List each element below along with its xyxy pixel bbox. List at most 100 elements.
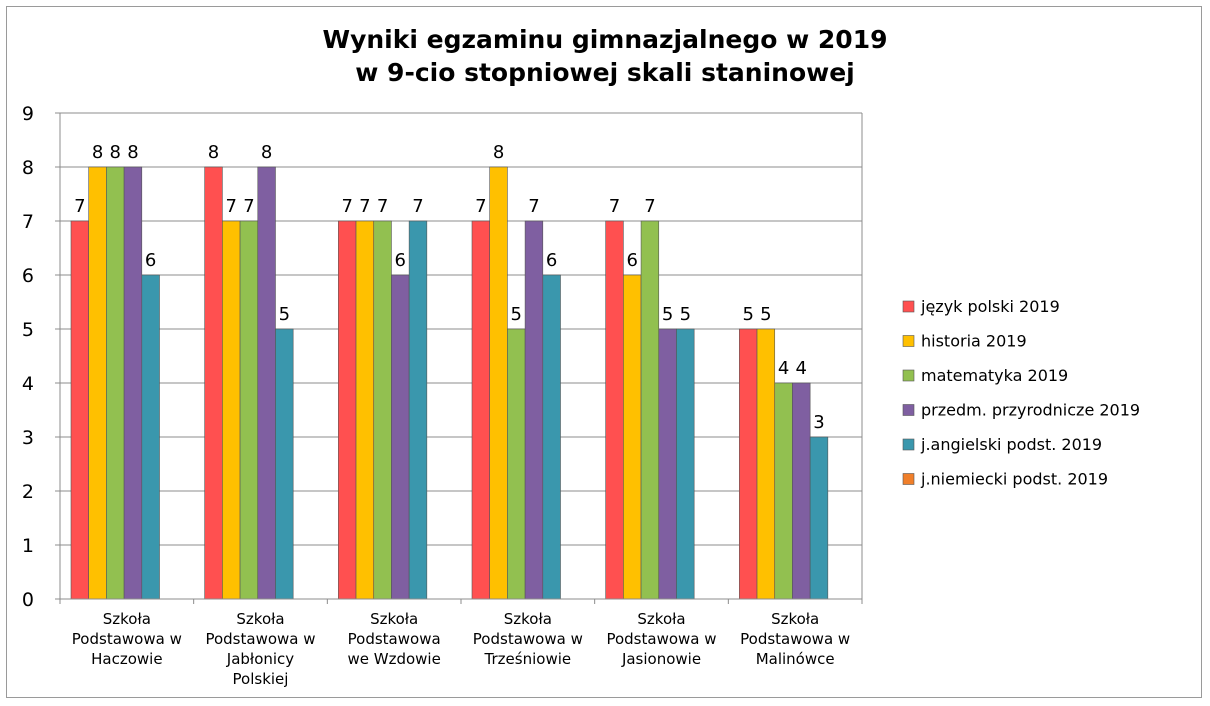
bar — [123, 166, 143, 600]
data-label: 6 — [145, 250, 156, 271]
data-label: 7 — [528, 196, 539, 217]
data-label: 8 — [261, 142, 272, 163]
data-label: 8 — [92, 142, 103, 163]
data-label: 7 — [644, 196, 655, 217]
x-tick-label: Szkoła — [504, 610, 552, 628]
data-label: 5 — [680, 304, 691, 325]
bar — [542, 274, 561, 600]
legend-entry: j.niemiecki podst. 2019 — [902, 470, 1108, 489]
data-label: 7 — [225, 196, 236, 217]
data-label: 4 — [778, 358, 789, 379]
bar — [489, 166, 508, 600]
bar — [391, 274, 410, 600]
data-label: 8 — [493, 142, 504, 163]
bar — [239, 220, 259, 600]
data-label: 5 — [662, 304, 673, 325]
x-tick-label: Trześniowie — [484, 650, 572, 668]
data-label: 5 — [760, 304, 771, 325]
bar — [106, 166, 125, 600]
x-axis: Szkoła Podstawowa w Haczowie Szkoła Podstawo… — [59, 598, 863, 688]
legend-label: j.angielski podst. 2019 — [920, 435, 1102, 454]
legend-entry: przedm. przyrodnicze 2019 — [902, 401, 1140, 420]
x-tick-label: Podstawowa w — [473, 630, 583, 648]
chart-title-line-2: w 9-cio stopniowej skali staninowej — [355, 58, 855, 87]
x-tick-label: Haczowie — [91, 650, 162, 668]
legend-swatch — [902, 369, 915, 382]
bar — [222, 220, 241, 600]
bar — [676, 328, 695, 600]
y-tick-label: 6 — [22, 265, 34, 287]
bar — [507, 328, 526, 600]
legend-entry: j.angielski podst. 2019 — [902, 435, 1102, 454]
y-tick-label: 1 — [22, 535, 34, 557]
x-tick-label: Malinówce — [756, 650, 835, 668]
x-tick-label: Szkoła — [103, 610, 151, 628]
bar — [605, 220, 624, 600]
bar — [141, 274, 160, 600]
chart-title: Wyniki egzaminu gimnazjalnego w 2019 w 9… — [323, 25, 888, 87]
y-axis: 0 1 2 3 4 5 6 7 8 9 — [22, 103, 863, 611]
data-label: 3 — [813, 412, 824, 433]
bar — [739, 328, 758, 600]
bar — [756, 328, 776, 600]
bar — [355, 220, 375, 600]
data-label: 5 — [742, 304, 753, 325]
x-tick-label: we Wzdowie — [347, 650, 440, 668]
bars — [70, 166, 829, 600]
y-tick-label: 7 — [22, 211, 34, 233]
legend: język polski 2019 historia 2019 matematyka… — [902, 297, 1140, 489]
bar — [88, 166, 107, 600]
legend-swatch — [902, 335, 915, 347]
x-tick-label: Szkoła — [370, 610, 418, 628]
bar — [70, 220, 90, 600]
data-label: 7 — [243, 196, 254, 217]
bar — [524, 220, 544, 600]
x-tick-label: Szkoła — [236, 610, 284, 628]
legend-swatch — [902, 404, 915, 416]
bar — [640, 220, 660, 600]
x-tick-label: Jasionowie — [621, 650, 701, 668]
data-label: 8 — [110, 142, 121, 163]
legend-entry: matematyka 2019 — [902, 366, 1068, 385]
y-tick-label: 2 — [22, 481, 34, 503]
data-label: 6 — [546, 250, 557, 271]
legend-swatch — [902, 438, 915, 451]
x-tick-label: Podstawowa w — [740, 630, 850, 648]
bar — [204, 166, 223, 600]
data-label: 7 — [377, 196, 388, 217]
data-label: 4 — [796, 358, 807, 379]
legend-swatch — [902, 473, 915, 485]
legend-label: język polski 2019 — [920, 297, 1060, 316]
y-tick-label: 4 — [22, 373, 34, 395]
x-tick-label: Podstawowa w — [606, 630, 716, 648]
bar — [623, 274, 642, 600]
legend-label: historia 2019 — [921, 332, 1027, 351]
legend-swatch — [902, 300, 915, 313]
x-tick-label: Szkoła — [637, 610, 685, 628]
x-tick-label: Polskiej — [233, 670, 289, 688]
chart-title-line-1: Wyniki egzaminu gimnazjalnego w 2019 — [323, 25, 888, 54]
y-tick-label: 8 — [22, 157, 34, 179]
bar — [658, 328, 677, 600]
bar — [471, 220, 491, 600]
legend-label: j.niemiecki podst. 2019 — [920, 470, 1108, 489]
y-tick-label: 5 — [22, 319, 34, 341]
data-label: 7 — [412, 196, 423, 217]
legend-label: przedm. przyrodnicze 2019 — [921, 401, 1140, 420]
data-label: 6 — [395, 250, 406, 271]
x-tick-label: Podstawowa w — [72, 630, 182, 648]
bar — [792, 382, 811, 600]
bar — [338, 220, 357, 600]
data-label: 7 — [341, 196, 352, 217]
data-label: 6 — [626, 250, 637, 271]
x-tick-label: Podstawowa w — [205, 630, 315, 648]
data-label: 7 — [359, 196, 370, 217]
data-label: 5 — [511, 304, 522, 325]
data-label: 5 — [279, 304, 290, 325]
x-tick-label: Jabłonicy — [226, 650, 294, 668]
data-label: 7 — [609, 196, 620, 217]
bar — [809, 436, 829, 600]
bar — [257, 166, 276, 600]
